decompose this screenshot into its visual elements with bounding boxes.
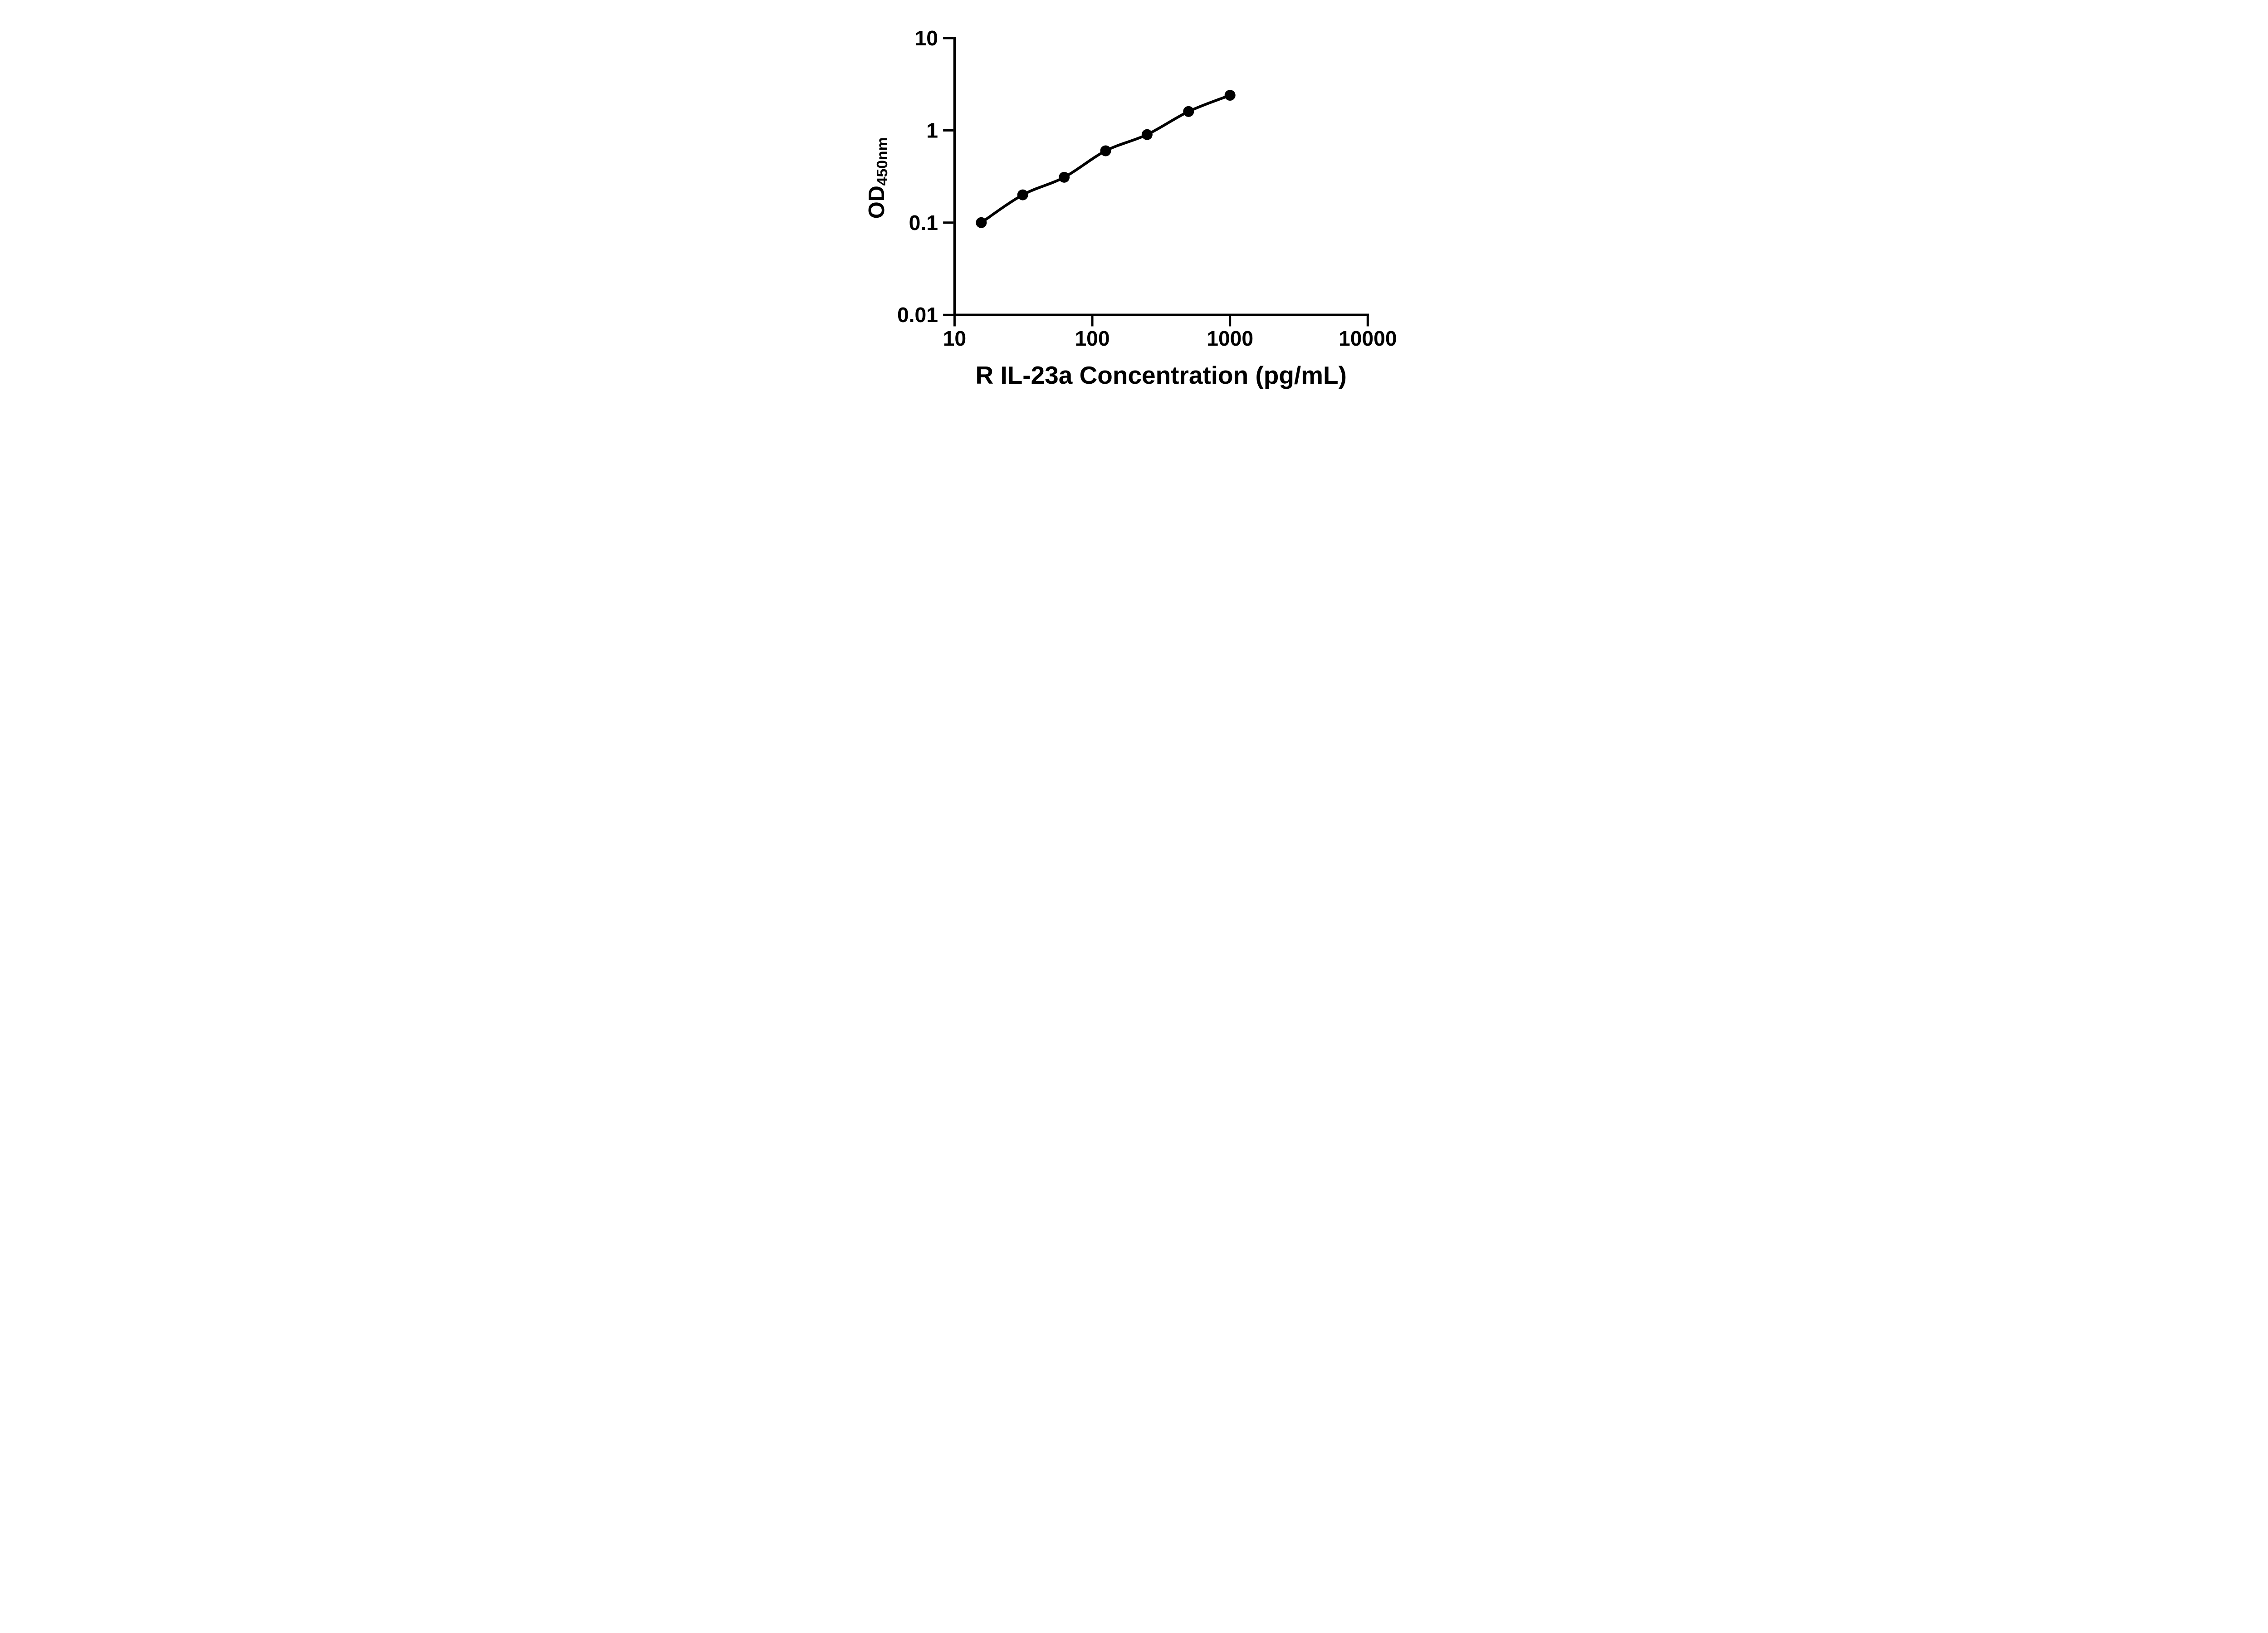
y-axis-title: OD450nm <box>865 137 891 219</box>
x-tick-label: 1000 <box>1207 327 1253 350</box>
data-point <box>1183 106 1194 117</box>
data-point <box>1058 171 1070 183</box>
y-axis-title-main: OD <box>865 186 889 219</box>
axes <box>953 37 1369 316</box>
x-tick-label: 10000 <box>1339 327 1397 350</box>
data-points <box>975 90 1236 228</box>
x-tick-label: 10 <box>943 327 966 350</box>
y-tick-label: 0.01 <box>897 303 938 327</box>
x-axis-title: R IL-23a Concentration (pg/mL) <box>975 361 1346 389</box>
y-tick-label: 0.1 <box>909 211 938 235</box>
figure-background: 10 1 0.1 0.01 10 100 1000 10000 R IL-23a Concen… <box>0 0 2268 408</box>
y-axis-title-subscript: 450nm <box>874 137 891 186</box>
data-point <box>1100 145 1111 156</box>
data-point <box>975 217 987 228</box>
y-tick-label: 1 <box>926 118 938 142</box>
data-point <box>1017 189 1028 200</box>
tick-marks <box>943 37 1369 327</box>
y-tick-label: 10 <box>914 26 938 50</box>
elisa-standard-curve-figure: 10 1 0.1 0.01 10 100 1000 10000 R IL-23a Concen… <box>843 0 1426 408</box>
data-point <box>1141 129 1153 140</box>
x-tick-label: 100 <box>1075 327 1110 350</box>
data-point <box>1224 90 1236 101</box>
